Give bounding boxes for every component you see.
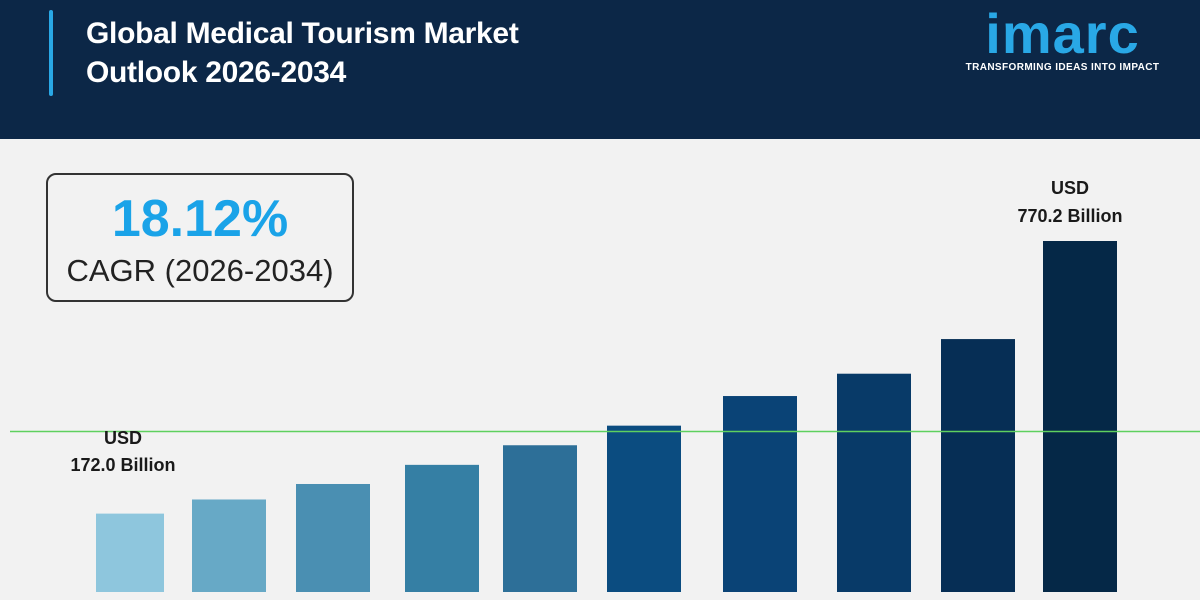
title-line-1: Global Medical Tourism Market <box>86 17 519 50</box>
logo-wordmark: imarc <box>985 2 1140 65</box>
bar-8 <box>837 373 911 592</box>
first-bar-label-value: 172.0 Billion <box>70 455 175 475</box>
header-banner: Global Medical Tourism Market Outlook 20… <box>0 0 1200 139</box>
title-line-2: Outlook 2026-2034 <box>86 56 347 89</box>
bar-10 <box>1043 241 1117 592</box>
page-title: Global Medical Tourism Market Outlook 20… <box>86 14 686 92</box>
bar-4 <box>405 464 479 592</box>
first-bar-label-currency: USD <box>104 428 142 448</box>
last-bar-label-value: 770.2 Billion <box>1017 206 1122 226</box>
bar-7 <box>723 396 797 592</box>
cagr-label: CAGR (2026-2034) <box>66 253 334 288</box>
last-bar-label-currency: USD <box>1051 178 1089 198</box>
logo-tagline: TRANSFORMING IDEAS INTO IMPACT <box>965 62 1160 73</box>
cagr-callout: 18.12% CAGR (2026-2034) <box>46 173 354 302</box>
cagr-value: 18.12% <box>111 190 289 248</box>
bar-9 <box>941 339 1015 592</box>
bar-1 <box>96 513 164 592</box>
bar-3 <box>296 483 370 592</box>
bar-2 <box>192 499 266 592</box>
bar-5 <box>503 445 577 592</box>
imarc-logo: imarc TRANSFORMING IDEAS INTO IMPACT <box>955 4 1170 80</box>
title-accent-bar <box>49 10 53 96</box>
bar-6 <box>607 425 681 592</box>
